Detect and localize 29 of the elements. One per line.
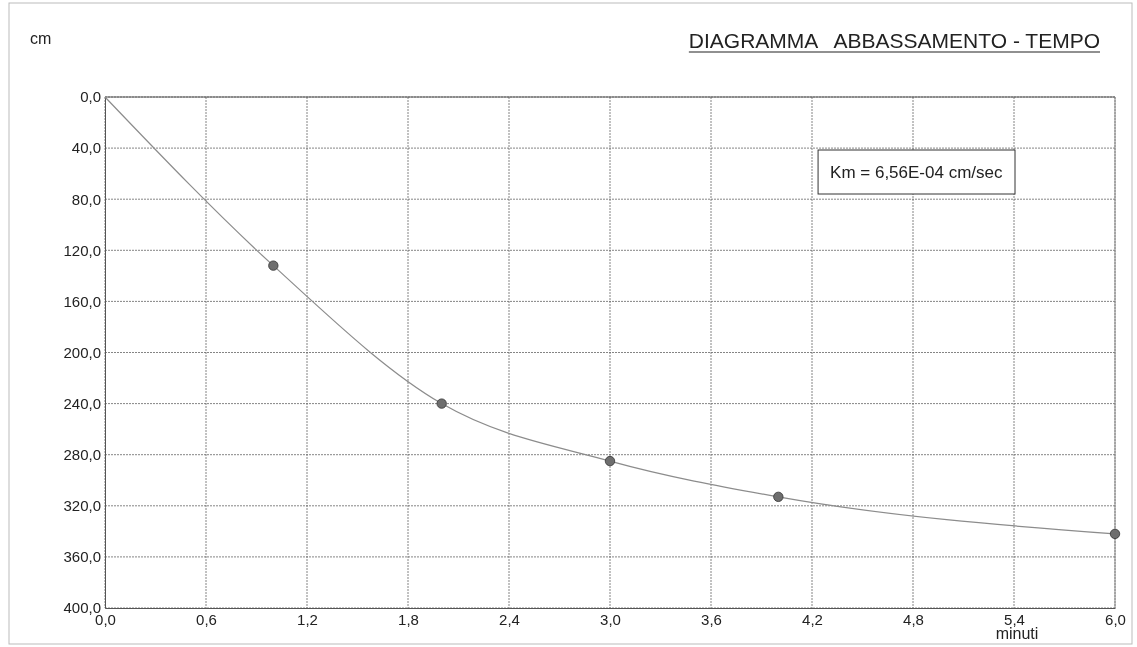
point bbox=[1109, 528, 1121, 540]
chart-title: DIAGRAMMA ABBASSAMENTO - TEMPO bbox=[688, 29, 1100, 52]
point bbox=[604, 455, 616, 467]
x-tick-label: 3,0 bbox=[600, 610, 621, 628]
y-tick-label: 0,0 bbox=[80, 88, 101, 106]
y-tick-label: 160,0 bbox=[63, 292, 101, 310]
point bbox=[773, 491, 784, 502]
x-tick-label: 5,4 bbox=[1004, 610, 1025, 628]
y-tick-label: 360,0 bbox=[63, 548, 101, 566]
x-axis-title: minuti bbox=[995, 625, 1039, 642]
y-tick-label: 120,0 bbox=[63, 241, 101, 259]
x-tick-label: 4,8 bbox=[903, 610, 924, 628]
x-tick-label: 4,2 bbox=[802, 610, 823, 628]
point bbox=[268, 260, 279, 271]
x-tick-label: 2,4 bbox=[499, 610, 520, 628]
y-tick-label: 200,0 bbox=[63, 343, 101, 361]
x-tick-label: 1,2 bbox=[297, 610, 318, 628]
y-axis-title: cm bbox=[30, 30, 52, 47]
annotation: Km = 6,56E-04 cm/sec bbox=[830, 163, 1003, 182]
y-tick-label: 280,0 bbox=[63, 446, 101, 463]
x-tick-label: 1,8 bbox=[398, 610, 419, 628]
y-tick-label: 40,0 bbox=[71, 139, 101, 157]
y-tick-label: 80,0 bbox=[71, 190, 101, 208]
x-tick-label: 3,6 bbox=[701, 610, 722, 628]
x-tick-label: 0,6 bbox=[196, 610, 217, 628]
point bbox=[436, 398, 447, 409]
y-tick-label: 320,0 bbox=[63, 497, 101, 515]
y-tick-label: 240,0 bbox=[63, 394, 101, 412]
x-tick-label: 6,0 bbox=[1105, 610, 1126, 628]
